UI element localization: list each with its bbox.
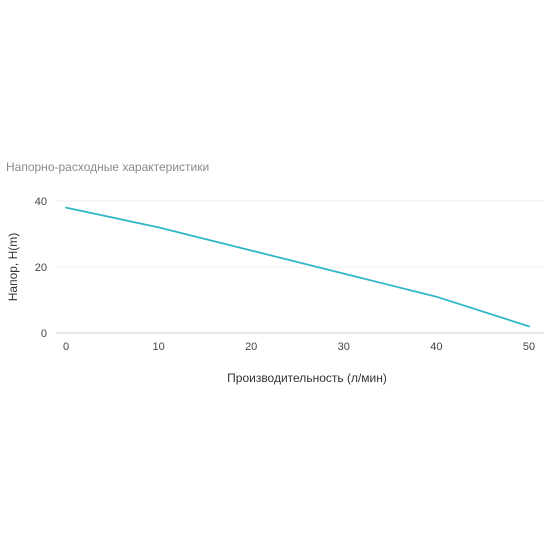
x-tick-label: 40 [430, 341, 442, 353]
data-point [65, 207, 67, 209]
x-axis-ticks: 0 10 20 30 40 50 [63, 341, 535, 353]
series-layer [65, 206, 530, 328]
grid [56, 200, 544, 334]
x-axis-label: Производительность (л/мин) [227, 371, 387, 385]
y-tick-label: 20 [35, 262, 47, 274]
data-point [528, 325, 530, 327]
x-tick-label: 10 [152, 341, 164, 353]
chart-title: Напорно-расходные характеристики [6, 160, 209, 174]
x-tick-label: 50 [523, 341, 535, 353]
y-axis-ticks: 0 20 40 [35, 196, 47, 340]
series-line [65, 206, 530, 328]
x-tick-label: 0 [63, 341, 69, 353]
data-point [435, 296, 437, 298]
data-point [158, 226, 160, 228]
y-tick-label: 0 [41, 328, 47, 340]
x-tick-label: 20 [245, 341, 257, 353]
x-tick-label: 30 [338, 341, 350, 353]
data-point [343, 273, 345, 275]
y-axis-label: Напор, H(m) [6, 233, 20, 302]
y-tick-label: 40 [35, 196, 47, 208]
data-point [250, 250, 252, 252]
